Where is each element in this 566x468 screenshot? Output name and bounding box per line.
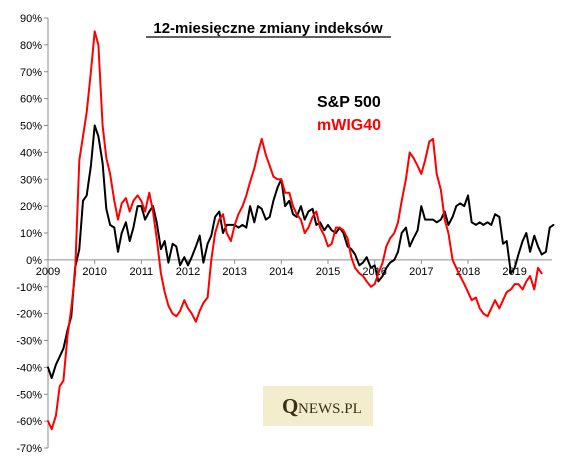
series-layer (47, 30, 555, 431)
qnews-logo: Q NEWS.PL (263, 386, 373, 426)
y-tick-label: 40% (20, 147, 42, 159)
x-tick-label: 2014 (269, 266, 293, 278)
y-tick-label: 60% (20, 94, 42, 106)
legend-label-sp500: S&P 500 (317, 94, 381, 111)
x-tick-label: 2019 (502, 266, 526, 278)
chart-title: 12-miesięczne zmiany indeksów (153, 20, 383, 37)
legend: S&P 500 mWIG40 (317, 94, 381, 134)
y-tick-label: -70% (16, 443, 42, 455)
series-line-mwig40 (47, 30, 543, 431)
legend-label-mwig40: mWIG40 (317, 117, 381, 134)
x-tick-label: 2018 (456, 266, 480, 278)
x-axis: 2009 2010 2011 2012 2013 2014 2015 2016 2017 2018… (36, 259, 552, 278)
y-tick-label: -30% (16, 336, 42, 348)
y-tick-label: 10% (20, 228, 42, 240)
x-tick-label: 2009 (36, 266, 60, 278)
x-tick-label: 2017 (409, 266, 433, 278)
x-tick-label: 2012 (176, 266, 200, 278)
y-tick-label: 50% (20, 121, 42, 133)
y-tick-label: 90% (20, 13, 42, 25)
y-axis: 90% 80% 70% 60% 50% 40% 30% 20% 10% 0% -10% -20% -30… (16, 13, 49, 455)
y-tick-label: -20% (16, 309, 42, 321)
svg-text:Q: Q (282, 394, 298, 418)
x-tick-label: 2013 (222, 266, 246, 278)
y-tick-label: 70% (20, 67, 42, 79)
y-tick-label: -50% (16, 389, 42, 401)
y-tick-label: 0% (26, 255, 42, 267)
y-tick-label: -40% (16, 362, 42, 374)
svg-text:NEWS.PL: NEWS.PL (298, 401, 362, 417)
y-tick-label: -10% (16, 282, 42, 294)
y-tick-label: 20% (20, 201, 42, 213)
x-tick-label: 2010 (82, 266, 106, 278)
y-tick-label: 30% (20, 174, 42, 186)
x-tick-label: 2015 (316, 266, 340, 278)
x-tick-label: 2011 (130, 266, 154, 278)
y-tick-label: 80% (20, 40, 42, 52)
y-tick-label: -60% (16, 416, 42, 428)
series-line-s-p-500 (47, 124, 555, 380)
